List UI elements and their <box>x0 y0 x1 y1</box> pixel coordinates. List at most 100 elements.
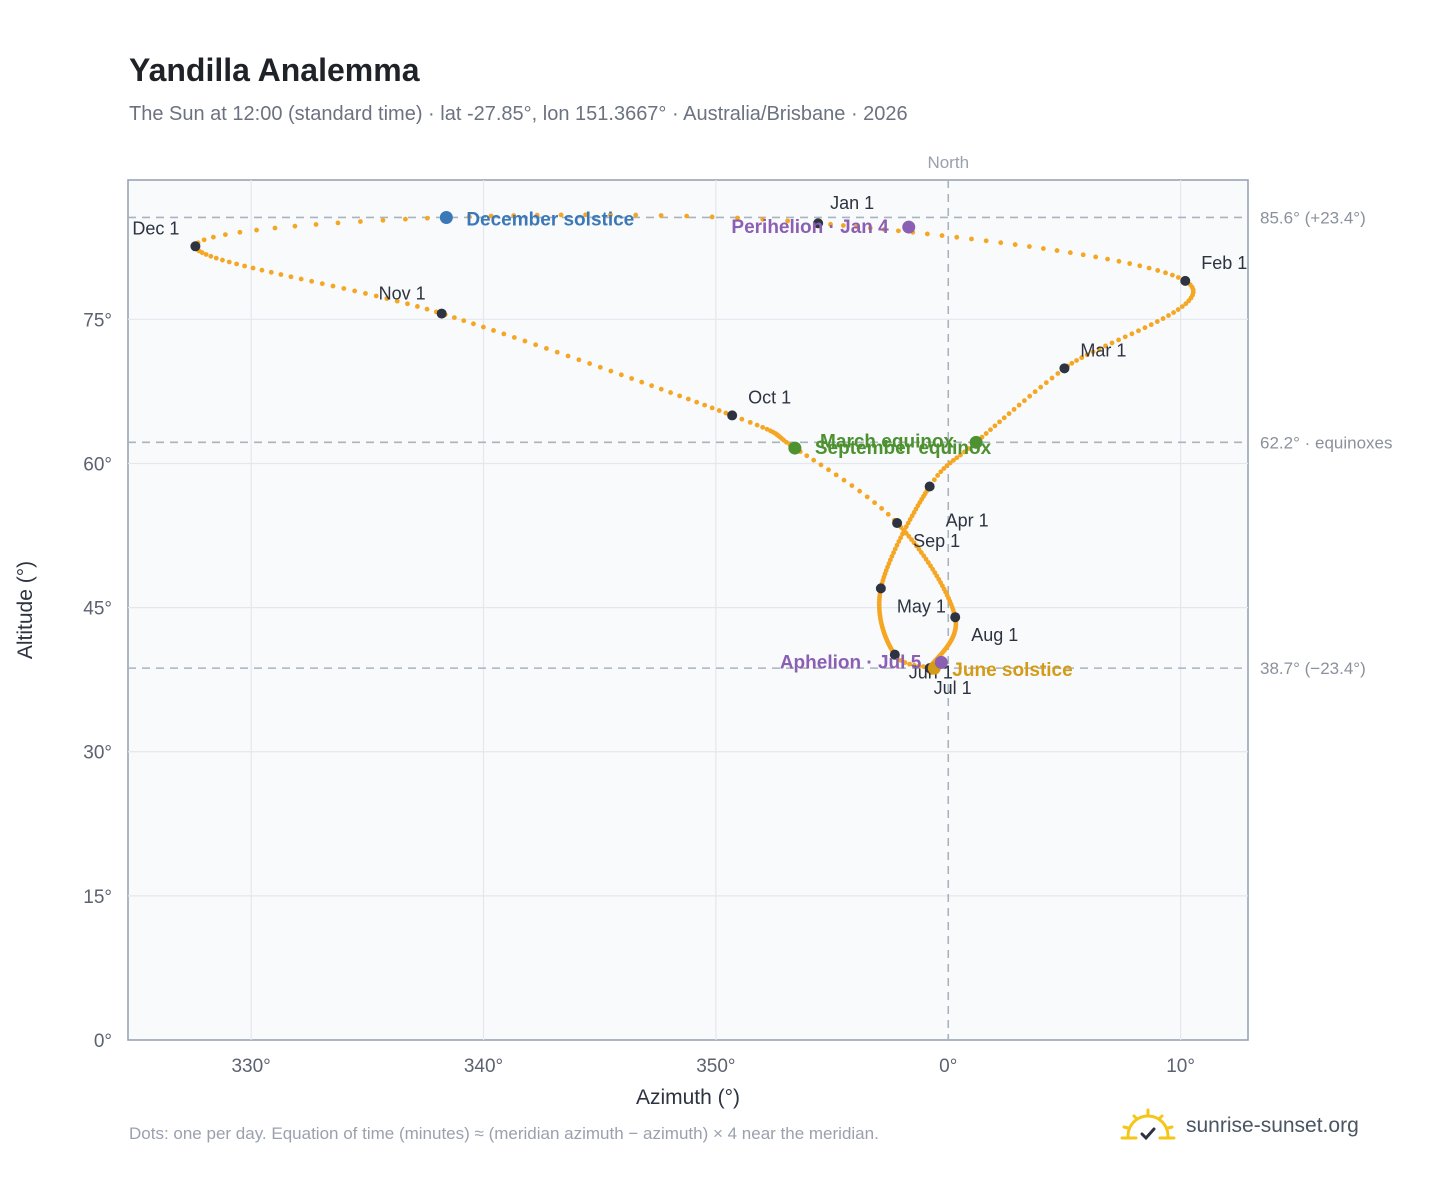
daily-sun-dot <box>997 419 1002 425</box>
daily-sun-dot <box>335 220 341 226</box>
daily-sun-dot <box>1171 310 1176 315</box>
daily-sun-dot <box>885 511 891 517</box>
daily-sun-dot <box>702 402 708 408</box>
daily-sun-dot <box>213 255 219 261</box>
daily-sun-dot <box>1021 398 1027 404</box>
daily-sun-dot <box>709 405 715 411</box>
daily-sun-dot <box>488 213 494 219</box>
daily-sun-dot <box>944 463 950 468</box>
daily-sun-dot <box>533 342 539 348</box>
daily-sun-dot <box>358 219 363 224</box>
daily-sun-dot <box>983 238 989 244</box>
daily-sun-dot <box>1129 331 1135 337</box>
daily-sun-dot <box>841 477 847 483</box>
daily-sun-dot <box>208 253 214 259</box>
daily-sun-dot <box>954 455 960 461</box>
daily-sun-dot <box>278 272 284 277</box>
event-label: September equinox <box>815 438 992 459</box>
daily-sun-dot <box>1069 360 1075 366</box>
y-tick-label: 60° <box>83 454 112 475</box>
daily-sun-dot <box>881 226 887 232</box>
event-marker <box>788 441 802 455</box>
daily-sun-dot <box>618 372 624 378</box>
daily-sun-dot <box>292 223 298 229</box>
month-label: Jul 1 <box>934 678 972 698</box>
month-label: Feb 1 <box>1201 253 1247 273</box>
daily-sun-dot <box>424 306 430 312</box>
daily-sun-dot <box>684 213 690 219</box>
event-label: March equinox <box>820 431 955 452</box>
month-marker <box>892 518 903 529</box>
brand-name: sunrise-sunset.org <box>1186 1114 1359 1137</box>
daily-sun-dot <box>894 542 900 548</box>
daily-sun-dot <box>480 324 486 330</box>
daily-sun-dot <box>911 662 917 668</box>
daily-sun-dot <box>896 539 902 544</box>
daily-sun-dot <box>583 212 588 218</box>
daily-sun-dot <box>534 212 540 218</box>
daily-sun-dot <box>491 328 496 333</box>
daily-sun-dot <box>668 390 673 395</box>
daily-sun-dot <box>918 550 924 555</box>
brand[interactable]: sunrise-sunset.org <box>1120 1104 1359 1148</box>
x-tick-label: 0° <box>939 1056 957 1077</box>
daily-sun-dot <box>1049 375 1055 381</box>
daily-sun-dot <box>1012 242 1018 247</box>
daily-sun-dot <box>1067 250 1073 256</box>
daily-sun-dot <box>1103 343 1108 349</box>
daily-sun-dot <box>226 259 232 265</box>
daily-sun-dot <box>1146 265 1152 271</box>
x-tick-label: 10° <box>1166 1056 1195 1077</box>
daily-sun-dot <box>785 218 791 224</box>
daily-sun-dot <box>723 410 729 416</box>
daily-sun-dot <box>1175 275 1181 280</box>
daily-sun-dot <box>905 520 911 526</box>
month-marker <box>875 583 886 594</box>
daily-sun-dot <box>1032 389 1038 395</box>
daily-sun-dot <box>511 335 517 340</box>
x-tick-label: 330° <box>231 1056 270 1077</box>
chart-title: Yandilla Analemma <box>129 52 420 88</box>
daily-sun-dot <box>1093 254 1099 260</box>
chart-subtitle: The Sun at 12:00 (standard time) · lat -… <box>129 103 908 125</box>
daily-sun-dot <box>804 453 810 459</box>
daily-sun-dot <box>941 466 947 471</box>
y-tick-label: 30° <box>83 743 112 764</box>
daily-sun-dot <box>849 483 855 488</box>
daily-sun-dot <box>962 449 967 455</box>
daily-sun-dot <box>658 386 664 392</box>
daily-sun-dot <box>1038 384 1044 390</box>
daily-sun-dot <box>384 296 390 301</box>
daily-sun-dot <box>639 379 645 385</box>
daily-sun-dot <box>1006 411 1012 417</box>
daily-sun-dot <box>1109 340 1115 346</box>
daily-sun-dot <box>394 298 400 304</box>
month-label: Dec 1 <box>132 218 179 238</box>
daily-sun-dot <box>1011 406 1017 412</box>
daily-sun-dot <box>254 227 259 233</box>
daily-sun-dot <box>629 376 635 381</box>
daily-sun-dot <box>840 223 846 228</box>
daily-sun-dot <box>966 446 972 451</box>
daily-sun-dot <box>760 424 766 430</box>
y-tick-label: 75° <box>83 310 112 331</box>
daily-sun-dot <box>889 553 895 559</box>
daily-sun-dot <box>222 232 228 238</box>
daily-sun-dot <box>1084 352 1090 358</box>
sun-logo-icon <box>1120 1108 1176 1141</box>
daily-sun-dot <box>403 216 408 222</box>
daily-sun-dot <box>857 488 863 494</box>
daily-sun-dot <box>811 457 817 463</box>
daily-sun-dot <box>522 338 528 344</box>
month-marker <box>889 649 900 660</box>
daily-sun-dot <box>576 357 582 363</box>
event-marker <box>439 210 453 224</box>
daily-sun-dot <box>1137 263 1143 269</box>
daily-sun-dot <box>309 278 315 284</box>
daily-sun-dot <box>242 263 247 269</box>
month-marker <box>190 241 201 252</box>
daily-sun-dot <box>988 427 993 433</box>
daily-sun-dot <box>415 304 420 309</box>
daily-sun-dot <box>608 212 613 218</box>
